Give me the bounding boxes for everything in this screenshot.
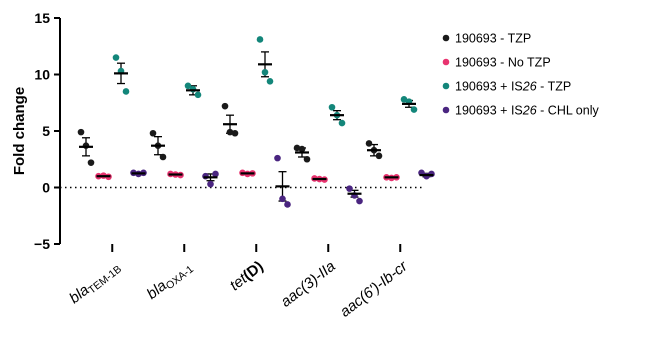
data-point — [194, 91, 202, 99]
legend-label-part: 190693 - TZP — [455, 32, 531, 46]
data-point — [428, 170, 435, 178]
data-point — [279, 195, 286, 203]
data-point — [82, 142, 90, 149]
category-label-aac3: aac(3)-IIa — [278, 258, 339, 311]
data-point — [365, 140, 373, 147]
legend-label-part: 190693 + IS — [455, 104, 523, 118]
data-point — [293, 144, 301, 152]
data-point — [356, 197, 363, 205]
y-tick-label: 0 — [42, 180, 50, 196]
legend-label-part: 26 — [522, 80, 537, 94]
legend-label: 190693 + IS26 - CHL only — [455, 104, 599, 118]
legend-marker — [442, 106, 450, 114]
data-point — [328, 103, 336, 111]
series-2 — [112, 36, 418, 127]
category-label-bla-oxa: blaOXA-1 — [144, 258, 196, 305]
category-labels: blaTEM-1B blaOXA-1 tet(D) aac(3)-IIaaac(6')… — [66, 257, 411, 320]
data-point — [303, 155, 311, 163]
y-axis-title: Fold change — [11, 87, 28, 175]
data-point — [221, 102, 229, 110]
data-point — [375, 152, 383, 160]
legend-label-part: 190693 + IS — [455, 80, 523, 94]
axes: −5 0 5 10 15 — [34, 10, 424, 252]
data-point — [159, 153, 167, 161]
category-label-part: aac(3)-IIa — [278, 258, 339, 311]
y-tick-label: 5 — [42, 123, 50, 139]
category-label-tetd: tet(D) — [227, 258, 267, 294]
legend-label: 190693 - TZP — [455, 32, 531, 46]
data-point — [149, 129, 157, 137]
data-point — [298, 145, 306, 153]
data-point — [274, 154, 281, 162]
category-label-part: aac(6')-Ib-cr — [337, 257, 412, 320]
data-point — [266, 77, 274, 85]
data-point — [212, 170, 219, 178]
y-tick-label: 15 — [34, 10, 50, 26]
data-point — [284, 201, 291, 208]
legend-label-part: 26 — [522, 104, 537, 118]
data-point — [261, 68, 269, 76]
category-label-aac6: aac(6')-Ib-cr — [337, 257, 412, 320]
data-point — [202, 172, 209, 180]
series-3 — [130, 154, 435, 208]
y-tick-label: −5 — [34, 236, 50, 252]
legend-label-part: 190693 - No TZP — [455, 56, 551, 70]
data-point — [87, 159, 95, 166]
series-0 — [77, 102, 383, 166]
category-label-part: OXA-1 — [164, 263, 196, 292]
legend-marker — [442, 34, 450, 42]
legend-label: 190693 - No TZP — [455, 56, 551, 70]
legend-label: 190693 + IS26 - TZP — [455, 80, 571, 94]
series-1 — [95, 169, 400, 183]
data-point — [77, 128, 85, 136]
data-point — [184, 82, 192, 90]
legend-label-part: - TZP — [537, 80, 572, 94]
data-point — [400, 96, 408, 103]
data-point — [207, 180, 214, 188]
data-point — [338, 119, 346, 127]
plot-area — [77, 36, 435, 208]
data-point — [231, 129, 239, 137]
data-point — [189, 85, 197, 93]
category-label-part: TEM-1B — [86, 263, 124, 296]
data-point — [256, 36, 264, 43]
y-tick-label: 10 — [34, 67, 50, 83]
legend-marker — [442, 58, 450, 66]
data-point — [226, 128, 234, 136]
category-label-bla-tem: blaTEM-1B — [66, 258, 124, 309]
data-point — [112, 54, 120, 61]
legend-label-part: - CHL only — [537, 104, 600, 118]
data-point — [410, 106, 418, 113]
data-point — [346, 185, 353, 192]
legend-marker — [442, 82, 450, 90]
data-point — [122, 88, 130, 95]
